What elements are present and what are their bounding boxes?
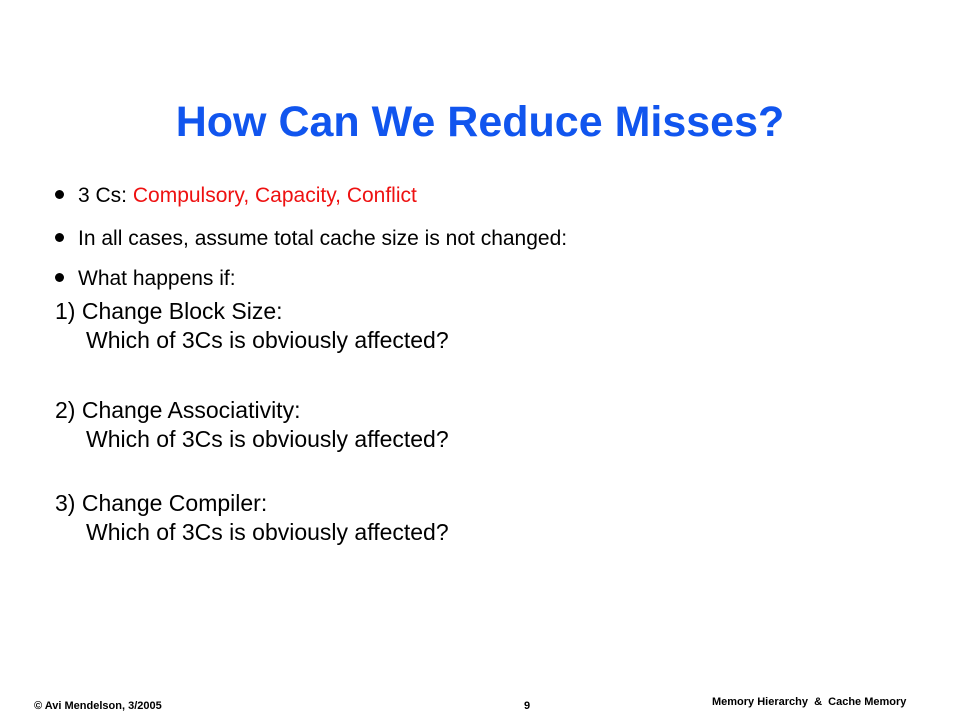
item-associativity-question: Which of 3Cs is obviously affected? (86, 426, 449, 452)
item-block-size-title: 1) Change Block Size: (55, 298, 283, 324)
bullet-three-cs: 3 Cs: Compulsory, Capacity, Conflict (55, 183, 417, 209)
item-block-size: 1) Change Block Size: Which of 3Cs is ob… (55, 297, 449, 355)
item-compiler-question: Which of 3Cs is obviously affected? (86, 519, 449, 545)
item-associativity-title: 2) Change Associativity: (55, 397, 301, 423)
footer-page-number: 9 (524, 700, 531, 712)
item-compiler: 3) Change Compiler: Which of 3Cs is obvi… (55, 489, 449, 547)
bullet-what-happens: What happens if: (55, 266, 236, 292)
bullet-cache-size: In all cases, assume total cache size is… (55, 226, 567, 252)
item-block-size-question: Which of 3Cs is obviously affected? (86, 327, 449, 353)
footer-course-title: Memory Hierarchy & Cache Memory (712, 696, 907, 708)
bullet-three-cs-prefix: 3 Cs: (78, 184, 133, 207)
item-compiler-title: 3) Change Compiler: (55, 490, 268, 516)
footer-author: © Avi Mendelson, 3/2005 (34, 700, 162, 712)
bullet-dot-icon (55, 232, 64, 242)
bullet-cache-size-text: In all cases, assume total cache size is… (78, 227, 568, 250)
slide-title: How Can We Reduce Misses? (175, 98, 785, 146)
bullet-what-happens-text: What happens if: (78, 267, 236, 290)
item-associativity: 2) Change Associativity: Which of 3Cs is… (55, 396, 449, 454)
bullet-dot-icon (55, 272, 64, 282)
bullet-three-cs-highlight: Compulsory, Capacity, Conflict (132, 184, 417, 207)
bullet-dot-icon (55, 189, 64, 199)
